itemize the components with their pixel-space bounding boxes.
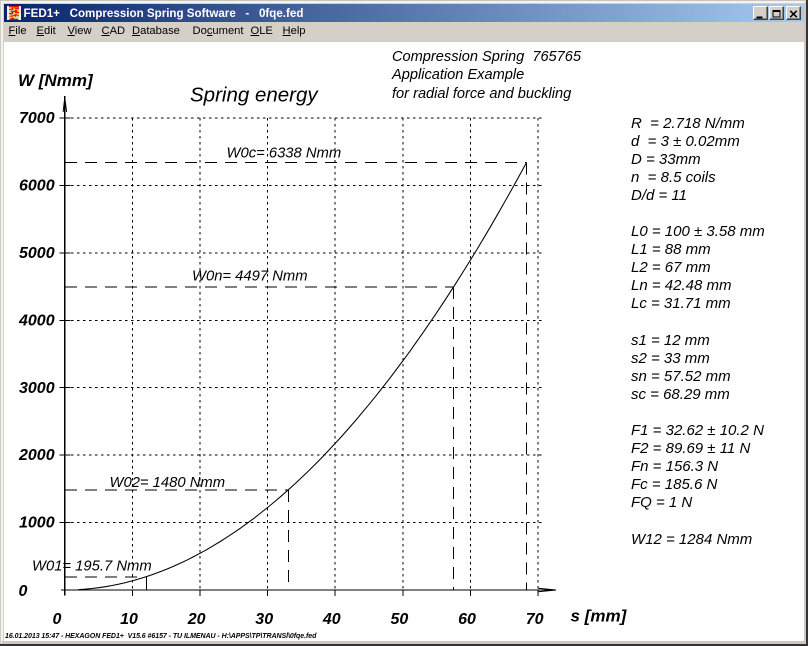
svg-text:60: 60 xyxy=(458,611,476,628)
svg-text:2000: 2000 xyxy=(18,447,55,464)
svg-text:4000: 4000 xyxy=(18,312,55,329)
svg-text:6000: 6000 xyxy=(19,178,55,195)
svg-text:s [mm]: s [mm] xyxy=(571,607,628,626)
svg-text:70: 70 xyxy=(526,611,544,628)
svg-text:40: 40 xyxy=(322,611,341,628)
svg-text:W02= 1480 Nmm: W02= 1480 Nmm xyxy=(110,475,226,491)
svg-text:0: 0 xyxy=(53,611,62,628)
svg-text:1000: 1000 xyxy=(19,515,55,532)
svg-text:W0c= 6338 Nmm: W0c= 6338 Nmm xyxy=(227,146,342,162)
svg-text:W0n= 4497 Nmm: W0n= 4497 Nmm xyxy=(192,269,308,285)
svg-text:0: 0 xyxy=(19,583,28,600)
svg-text:50: 50 xyxy=(391,611,409,628)
svg-text:Spring energy: Spring energy xyxy=(190,84,319,107)
svg-text:W [Nmm]: W [Nmm] xyxy=(18,71,94,90)
svg-text:3000: 3000 xyxy=(19,380,55,397)
svg-text:30: 30 xyxy=(255,611,273,628)
svg-text:20: 20 xyxy=(187,611,206,628)
svg-text:W01= 195.7 Nmm: W01= 195.7 Nmm xyxy=(32,559,152,575)
svg-text:10: 10 xyxy=(120,611,138,628)
svg-text:7000: 7000 xyxy=(19,110,55,127)
svg-text:5000: 5000 xyxy=(19,245,55,262)
